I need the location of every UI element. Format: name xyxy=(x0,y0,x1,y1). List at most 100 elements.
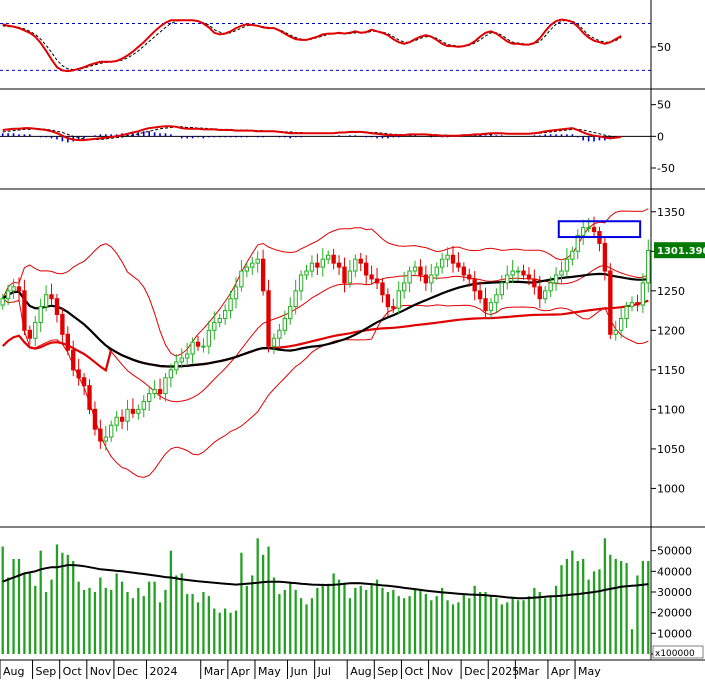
month-label: 2025 xyxy=(491,665,519,678)
moving-average-long xyxy=(1,299,649,373)
candle-body xyxy=(401,282,407,292)
candle-body xyxy=(347,270,353,284)
month-label: Aug xyxy=(3,665,24,678)
candle-body xyxy=(309,262,315,272)
volume-bar xyxy=(66,554,69,654)
macd-tick-label: 0 xyxy=(657,130,664,143)
candle-body xyxy=(450,254,456,264)
candle-body xyxy=(423,274,429,284)
candle-body xyxy=(575,234,580,252)
candle-body xyxy=(499,282,504,296)
volume-bar xyxy=(337,579,341,654)
month-label: Jun xyxy=(290,665,308,678)
volume-bar xyxy=(457,602,460,654)
volume-bar xyxy=(6,577,10,654)
candle-body xyxy=(147,393,152,402)
volume-bar xyxy=(229,612,232,654)
candle-body xyxy=(608,270,613,335)
macd-line xyxy=(2,125,622,142)
volume-bar xyxy=(283,589,286,654)
month-label: May xyxy=(578,665,601,678)
volume-bar xyxy=(630,629,634,654)
volume-bar xyxy=(234,610,238,654)
volume-bar xyxy=(99,577,102,654)
candle-body xyxy=(206,329,212,347)
volume-bar xyxy=(419,589,422,654)
volume-bar xyxy=(489,596,493,654)
volume-bar xyxy=(223,608,227,654)
candle-body xyxy=(369,274,374,280)
candle-body xyxy=(179,357,184,363)
month-label: May xyxy=(258,665,281,678)
candle-body xyxy=(624,306,629,319)
candle-body xyxy=(646,249,651,284)
volume-bar xyxy=(272,577,276,654)
volume-bar xyxy=(522,600,525,654)
volume-bar xyxy=(88,587,91,654)
candle-body xyxy=(49,294,54,300)
month-label: Oct xyxy=(404,665,424,678)
candle-body xyxy=(439,258,445,268)
candle-body xyxy=(76,369,81,379)
candle-body xyxy=(260,258,266,292)
volume-bar xyxy=(408,596,411,654)
volume-bar xyxy=(565,558,569,654)
volume-bar xyxy=(500,604,503,654)
volume-bar xyxy=(375,579,379,654)
candle-body xyxy=(521,270,526,276)
candle-body xyxy=(515,270,521,273)
volume-bar xyxy=(511,598,514,654)
candle-body xyxy=(635,302,640,306)
volume-bar xyxy=(506,602,509,654)
candle-body xyxy=(380,282,385,296)
volume-tick-label: 40000 xyxy=(657,565,692,578)
candle-body xyxy=(114,416,119,426)
candle-body xyxy=(418,266,423,276)
volume-tick-label: 50000 xyxy=(657,545,692,558)
volume-bar xyxy=(289,581,292,654)
candle-body xyxy=(472,278,477,292)
candle-body xyxy=(629,302,635,308)
candle-body xyxy=(190,341,195,355)
candle-body xyxy=(467,274,472,280)
volume-bar xyxy=(110,589,113,654)
volume-bar xyxy=(251,575,254,654)
price-tick-label: 1250 xyxy=(657,285,685,298)
candle-body xyxy=(141,400,146,410)
volume-tick-label: 10000 xyxy=(657,627,692,640)
volume-bar xyxy=(44,592,48,654)
volume-bar xyxy=(614,558,617,654)
volume-bar xyxy=(142,596,145,654)
last-price-label: 1301.390 xyxy=(657,246,705,257)
volume-bar xyxy=(261,554,265,654)
candle-body xyxy=(282,317,287,331)
price-tick-label: 1100 xyxy=(657,403,685,416)
candle-body xyxy=(553,274,559,284)
moving-average-medium xyxy=(2,272,649,368)
volume-bar xyxy=(424,594,428,654)
candle-body xyxy=(336,262,342,268)
volume-bar xyxy=(403,598,406,654)
candle-body xyxy=(434,266,439,276)
volume-bar xyxy=(544,598,547,654)
volume-bar xyxy=(397,596,400,654)
candle-body xyxy=(163,377,168,395)
macd-tick-label: -50 xyxy=(657,162,675,175)
volume-bar xyxy=(153,581,156,654)
candle-body xyxy=(315,262,320,268)
volume-bar xyxy=(484,592,487,654)
volume-bar xyxy=(131,598,135,654)
volume-bar xyxy=(126,592,129,654)
candle-body xyxy=(412,266,418,272)
volume-bar xyxy=(299,598,303,654)
volume-bar xyxy=(305,604,308,654)
volume-bar xyxy=(582,558,585,654)
volume-bar xyxy=(158,602,162,654)
candle-body xyxy=(326,254,331,260)
candle-body xyxy=(157,389,163,395)
candle-body xyxy=(54,298,60,316)
candle-body xyxy=(5,290,11,300)
candle-body xyxy=(537,286,542,300)
candle-body xyxy=(22,290,27,331)
volume-bar xyxy=(218,612,221,654)
